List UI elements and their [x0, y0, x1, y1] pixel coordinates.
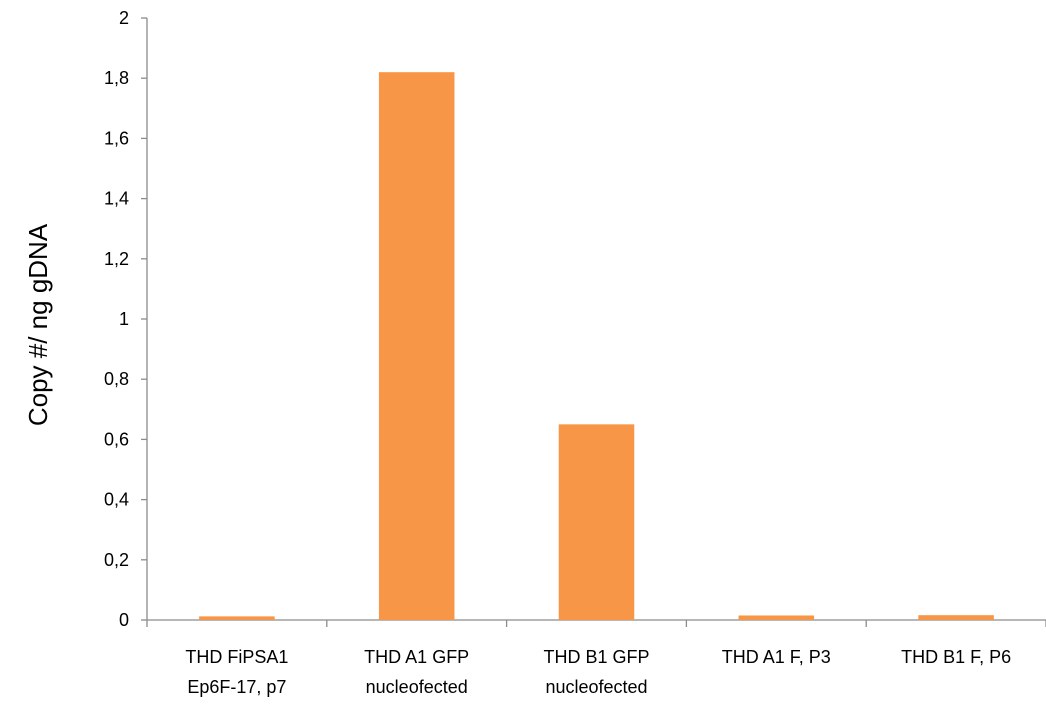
y-tick-label: 0,8 [104, 369, 129, 389]
x-tick-labels: THD FiPSA1 Ep6F-17, p7 THD A1 GFP nucleofec… [185, 647, 1011, 697]
bar-series [199, 72, 994, 621]
bar [738, 615, 815, 620]
y-tick-label: 0,6 [104, 429, 129, 449]
y-tick-label: 1,8 [104, 68, 129, 88]
y-axis-title: Copy #/ ng gDNA [23, 223, 53, 426]
bar [918, 615, 994, 620]
y-tick-label: 1,6 [104, 128, 129, 148]
bar [378, 72, 455, 621]
y-tick-label: 0,4 [104, 490, 129, 510]
y-tick-label: 1,4 [104, 189, 129, 209]
bar [199, 616, 275, 620]
y-tick-label: 2 [119, 8, 129, 28]
y-tick-label: 0 [119, 610, 129, 630]
y-tick-label: 0,2 [104, 550, 129, 570]
y-tick-label: 1,2 [104, 249, 129, 269]
y-tick-label: 1 [119, 309, 129, 329]
y-axis: 0 0,2 0,4 0,6 0,8 1 1,2 1,4 1,6 1,8 2 [104, 8, 148, 630]
x-tick-label: THD A1 F, P3 [722, 647, 831, 667]
x-tick-label: THD B1 GFP nucleofected [543, 647, 649, 697]
x-axis [146, 619, 1046, 627]
x-tick-label: THD B1 F, P6 [901, 647, 1011, 667]
bar [558, 424, 635, 620]
x-tick-label: THD FiPSA1 Ep6F-17, p7 [185, 647, 288, 697]
x-tick-label: THD A1 GFP nucleofected [364, 647, 469, 697]
